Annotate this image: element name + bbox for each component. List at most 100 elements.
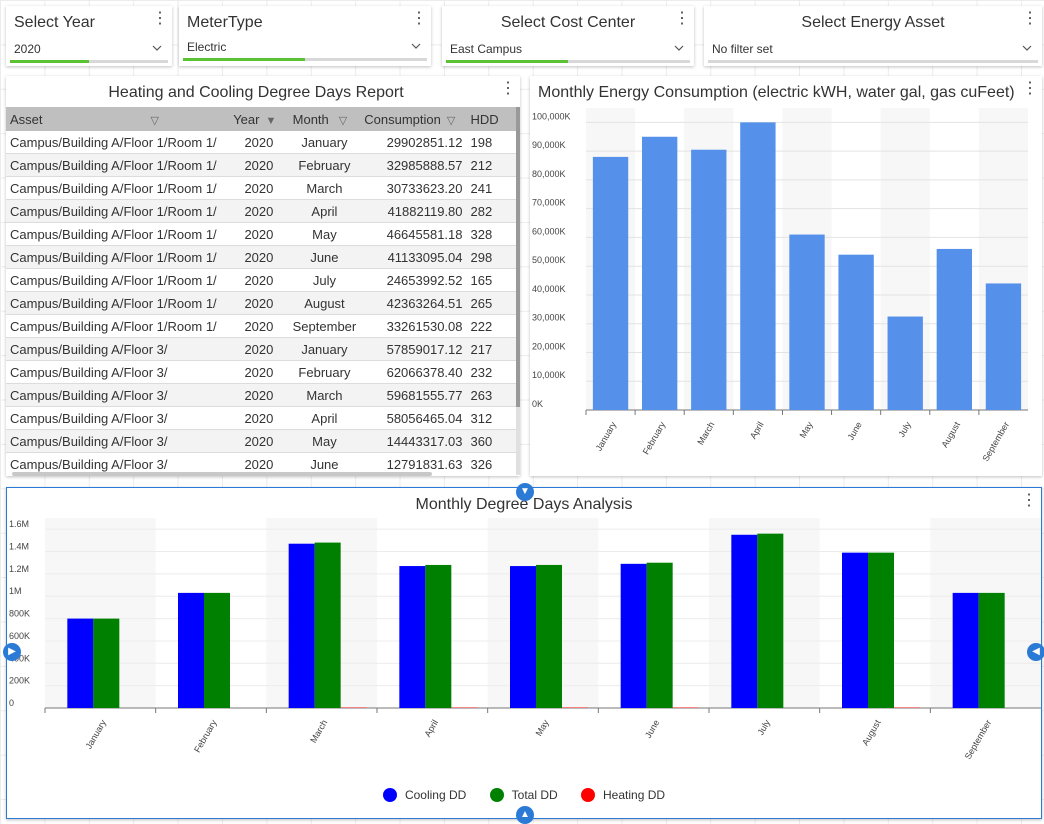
bar-cooling-dd: [842, 552, 868, 708]
table-row[interactable]: Campus/Building A/Floor 1/Room 1/2020 May…: [6, 222, 516, 246]
table-row[interactable]: Campus/Building A/Floor 3/2020 June 127918…: [6, 452, 516, 475]
table-row[interactable]: Campus/Building A/Floor 3/2020 April 58056…: [6, 406, 516, 430]
x-tick-label: March: [695, 420, 716, 447]
chevron-down-icon[interactable]: [674, 42, 684, 52]
meter-type-slicer[interactable]: MeterType ⋮ Electric: [179, 6, 431, 66]
report-title: Heating and Cooling Degree Days Report: [108, 84, 404, 101]
table-cell: 41133095.04: [360, 245, 467, 269]
y-tick-label: 1M: [9, 586, 22, 596]
table-cell: 41882119.80: [360, 199, 467, 223]
table-cell: 2020: [229, 131, 289, 154]
cost-center-slicer[interactable]: Select Cost Center ⋮ East Campus: [442, 6, 694, 66]
more-options-icon[interactable]: ⋮: [152, 10, 168, 27]
energy-consumption-chart: 0K 10,000K 20,000K 30,000K 40,000K 50,000K 60,…: [532, 108, 1028, 463]
chevron-down-icon[interactable]: [411, 40, 421, 50]
column-header-hdd[interactable]: HDD: [466, 107, 516, 131]
more-options-icon[interactable]: ⋮: [411, 10, 427, 27]
cost-center-slicer-value[interactable]: East Campus: [450, 42, 523, 56]
expand-up-handle[interactable]: ▲: [516, 806, 534, 824]
meter-type-slicer-value[interactable]: Electric: [187, 40, 227, 54]
table-cell: 165: [466, 268, 516, 292]
expand-down-handle[interactable]: ▼: [516, 483, 534, 501]
more-options-icon[interactable]: ⋮: [674, 10, 690, 27]
chart-legend: Cooling DD Total DD Heating DD: [7, 788, 1041, 802]
table-cell: Campus/Building A/Floor 1/Room 1/: [6, 268, 230, 292]
filter-icon[interactable]: ▽: [446, 114, 456, 127]
table-row[interactable]: Campus/Building A/Floor 1/Room 1/2020 Apr…: [6, 199, 516, 223]
table-cell: February: [288, 360, 361, 384]
table-cell: 328: [466, 222, 516, 246]
table-cell: Campus/Building A/Floor 1/Room 1/: [6, 314, 230, 338]
table-cell: 32985888.57: [360, 153, 467, 177]
bar: [592, 156, 629, 410]
table-row[interactable]: Campus/Building A/Floor 1/Room 1/2020 Mar…: [6, 176, 516, 200]
cost-center-slicer-progress: [446, 60, 690, 63]
energy-asset-slicer-value[interactable]: No filter set: [712, 42, 773, 56]
table-row[interactable]: Campus/Building A/Floor 3/2020 January 578…: [6, 337, 516, 361]
bar-total-dd: [425, 564, 452, 708]
table-cell: Campus/Building A/Floor 1/Room 1/: [6, 245, 230, 269]
more-options-icon[interactable]: ⋮: [1022, 10, 1038, 27]
bar-total-dd: [204, 592, 230, 708]
table-row[interactable]: Campus/Building A/Floor 3/2020 February 62…: [6, 360, 516, 384]
table-row[interactable]: Campus/Building A/Floor 1/Room 1/2020 Feb…: [6, 153, 516, 177]
bar-total-dd: [536, 564, 562, 708]
vertical-scrollbar[interactable]: [516, 107, 520, 475]
column-header-asset[interactable]: Asset ▽: [6, 107, 230, 131]
more-options-icon[interactable]: ⋮: [1022, 80, 1038, 97]
horizontal-scrollbar[interactable]: [12, 472, 432, 476]
table-cell: 232: [466, 360, 516, 384]
filter-icon[interactable]: ▽: [338, 114, 348, 127]
filter-active-icon[interactable]: ▼: [265, 114, 277, 127]
chevron-down-icon[interactable]: [1022, 42, 1032, 52]
legend-item-heating[interactable]: Heating DD: [581, 788, 665, 802]
x-tick-label: May: [534, 718, 551, 738]
table-row[interactable]: Campus/Building A/Floor 3/2020 May 1444331…: [6, 429, 516, 453]
degree-days-chart-title: Monthly Degree Days Analysis: [415, 496, 633, 513]
table-row[interactable]: Campus/Building A/Floor 1/Room 1/2020 Jun…: [6, 245, 516, 269]
table-cell: March: [288, 383, 361, 407]
table-cell: Campus/Building A/Floor 1/Room 1/: [6, 291, 230, 315]
table-cell: Campus/Building A/Floor 3/: [6, 337, 230, 361]
table-row[interactable]: Campus/Building A/Floor 1/Room 1/2020 Sep…: [6, 314, 516, 338]
table-cell: Campus/Building A/Floor 1/Room 1/: [6, 131, 230, 154]
table-cell: 58056465.04: [360, 406, 467, 430]
x-tick-label: February: [641, 420, 668, 457]
energy-asset-slicer-title: Select Energy Asset: [801, 14, 945, 31]
column-header-year[interactable]: Year ▼: [229, 107, 289, 131]
more-options-icon[interactable]: ⋮: [500, 80, 516, 97]
x-tick-label: January: [594, 420, 619, 453]
x-tick-label: September: [981, 420, 1012, 463]
column-header-consumption[interactable]: Consumption ▽: [360, 107, 467, 131]
chevron-down-icon[interactable]: [152, 42, 162, 52]
column-header-month[interactable]: Month ▽: [288, 107, 361, 131]
x-tick-label: June: [643, 718, 661, 740]
table-row[interactable]: Campus/Building A/Floor 1/Room 1/2020 Jan…: [6, 131, 516, 154]
table-cell: 360: [466, 429, 516, 453]
table-cell: 241: [466, 176, 516, 200]
y-tick-label: 1.2M: [9, 564, 29, 574]
report-table-wrapper[interactable]: Asset ▽ Year ▼ Month ▽ Consumption ▽ HDD Cam…: [6, 107, 516, 475]
y-tick-label: 600K: [9, 631, 30, 641]
year-slicer-title: Select Year: [14, 14, 95, 31]
year-slicer-value[interactable]: 2020: [14, 42, 41, 56]
year-slicer[interactable]: Select Year ⋮ 2020: [6, 6, 172, 66]
expand-right-handle[interactable]: ◀: [1027, 643, 1044, 661]
table-cell: 263: [466, 383, 516, 407]
table-row[interactable]: Campus/Building A/Floor 3/2020 March 59681…: [6, 383, 516, 407]
table-row[interactable]: Campus/Building A/Floor 1/Room 1/2020 Aug…: [6, 291, 516, 315]
energy-asset-slicer[interactable]: Select Energy Asset ⋮ No filter set: [704, 6, 1042, 66]
x-tick-label: February: [192, 718, 219, 755]
more-options-icon[interactable]: ⋮: [1021, 492, 1037, 509]
table-row[interactable]: Campus/Building A/Floor 1/Room 1/2020 Jul…: [6, 268, 516, 292]
table-cell: September: [288, 314, 361, 338]
expand-left-handle[interactable]: ▶: [3, 643, 21, 661]
x-tick-label: July: [896, 420, 913, 439]
y-tick-label: 800K: [9, 609, 30, 619]
legend-item-cooling[interactable]: Cooling DD: [382, 788, 466, 802]
filter-icon[interactable]: ▽: [150, 114, 159, 127]
table-cell: March: [288, 176, 361, 200]
legend-item-total[interactable]: Total DD: [489, 788, 558, 802]
table-cell: 14443317.03: [360, 429, 467, 453]
table-cell: 222: [466, 314, 516, 338]
